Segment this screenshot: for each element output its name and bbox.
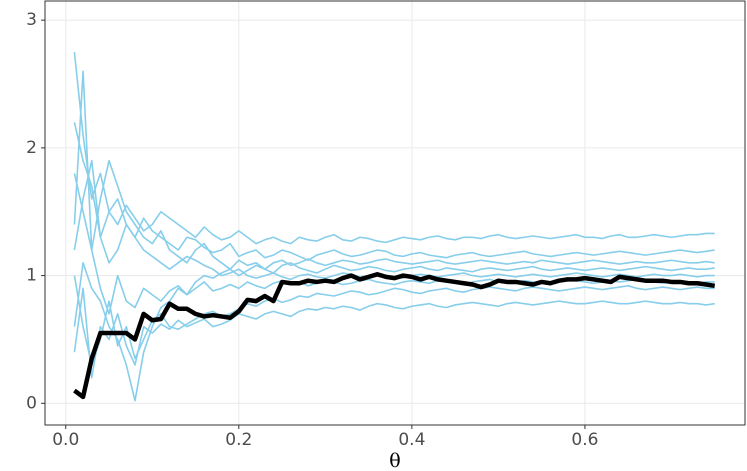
x-tick-label: 0.0	[52, 430, 79, 450]
series-line	[73, 122, 715, 262]
x-tick-label: 0.2	[225, 430, 252, 450]
series-line	[73, 51, 715, 245]
series-line	[73, 275, 715, 366]
x-axis-title: θ	[389, 450, 400, 471]
series-line	[73, 287, 715, 379]
highlight-line	[73, 272, 716, 400]
lines-layer	[73, 51, 716, 402]
axes-layer: 0 1 2 3 0.0 0.2 0.4 0.6	[26, 10, 598, 450]
x-tick-label: 0.6	[571, 430, 598, 450]
y-tick-label: 2	[26, 138, 37, 158]
y-tick-label: 0	[26, 393, 37, 413]
x-tick-label: 0.4	[398, 430, 425, 450]
panel-background	[45, 1, 745, 425]
series-line	[73, 258, 715, 402]
panel-border	[44, 0, 746, 426]
series-line	[73, 159, 715, 274]
grid-layer	[45, 1, 745, 425]
y-tick-label: 1	[26, 266, 37, 286]
y-tick-label: 3	[26, 10, 37, 30]
